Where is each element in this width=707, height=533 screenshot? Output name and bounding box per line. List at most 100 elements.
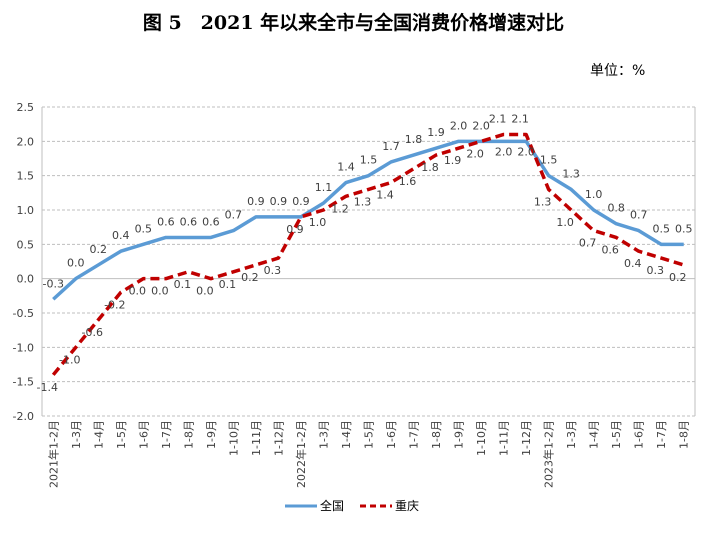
data-label-national: 1.5: [540, 154, 558, 167]
x-tick-label: 1-12月: [520, 420, 533, 456]
x-tick-label: 1-5月: [115, 420, 128, 449]
data-label-national: 0.6: [157, 215, 175, 228]
x-tick-label: 1-10月: [475, 420, 488, 456]
data-label-national: 0.6: [202, 215, 220, 228]
data-label-chongqing: 0.9: [286, 223, 304, 236]
x-tick-label: 1-11月: [498, 420, 511, 456]
data-label-chongqing: 0.0: [129, 285, 147, 298]
data-label-national: 0.9: [292, 195, 310, 208]
x-tick-label: 1-6月: [137, 420, 150, 449]
data-label-chongqing: 1.3: [354, 195, 372, 208]
y-tick-label: 2.5: [17, 101, 35, 114]
data-label-national: 0.7: [630, 209, 648, 222]
y-tick-label: -1.5: [13, 376, 34, 389]
data-label-chongqing: 1.0: [556, 216, 574, 229]
data-label-chongqing: 1.4: [376, 189, 394, 202]
x-tick-label: 1-6月: [385, 420, 398, 449]
x-tick-label: 1-4月: [588, 420, 601, 449]
y-tick-label: 0.5: [17, 238, 35, 251]
data-label-national: -0.3: [43, 277, 64, 290]
x-tick-label: 1-11月: [250, 420, 263, 456]
legend-label: 重庆: [395, 499, 419, 513]
data-label-chongqing: 1.2: [331, 202, 349, 215]
data-label-chongqing: -0.2: [104, 298, 125, 311]
data-label-national: 0.5: [135, 222, 153, 235]
x-tick-label: 1-8月: [430, 420, 443, 449]
data-label-chongqing: 0.1: [219, 278, 237, 291]
y-tick-label: 1.0: [17, 204, 35, 217]
x-tick-label: 1-8月: [182, 420, 195, 449]
data-label-national: 1.7: [382, 140, 400, 153]
data-label-national: 1.8: [405, 133, 423, 146]
data-label-chongqing: -0.6: [82, 326, 103, 339]
data-label-national: 0.8: [607, 202, 625, 215]
data-label-chongqing: 0.2: [669, 271, 687, 284]
data-label-chongqing: 1.8: [421, 161, 439, 174]
data-label-national: 1.0: [585, 188, 603, 201]
data-label-chongqing: 2.0: [466, 147, 484, 160]
series-line-national: [52, 139, 684, 301]
y-tick-label: 1.5: [17, 170, 35, 183]
data-label-chongqing: 0.7: [579, 237, 597, 250]
x-tick-label: 1-4月: [92, 420, 105, 449]
y-tick-label: -1.0: [13, 341, 34, 354]
data-label-national: 0.0: [67, 257, 85, 270]
data-label-chongqing: 0.3: [264, 264, 282, 277]
x-tick-label: 1-12月: [272, 420, 285, 456]
y-tick-label: -2.0: [13, 410, 34, 423]
data-label-national: 0.4: [112, 229, 130, 242]
data-label-chongqing: -1.4: [37, 381, 58, 394]
x-tick-label: 1-7月: [160, 420, 173, 449]
data-label-national: 1.3: [562, 167, 580, 180]
data-label-chongqing: 2.1: [489, 112, 507, 125]
data-label-national: 0.7: [225, 209, 243, 222]
legend-label: 全国: [320, 498, 344, 513]
y-tick-label: 2.0: [17, 135, 35, 148]
data-label-national: 2.0: [472, 119, 490, 132]
y-tick-label: 0.0: [17, 273, 35, 286]
data-label-chongqing: 1.9: [444, 154, 462, 167]
x-tick-label: 1-3月: [317, 420, 330, 449]
data-label-chongqing: 0.2: [241, 271, 259, 284]
x-tick-label: 1-7月: [408, 420, 421, 449]
x-tick-label: 1-3月: [565, 420, 578, 449]
data-label-national: 1.9: [427, 126, 445, 139]
series-line-chongqing: [51, 132, 685, 376]
chart-title: 图 5 2021 年以来全市与全国消费价格增速对比: [142, 12, 565, 34]
x-tick-label: 1-5月: [610, 420, 623, 449]
data-label-chongqing: 1.3: [534, 195, 552, 208]
y-tick-label: -0.5: [13, 307, 34, 320]
data-label-chongqing: 0.0: [196, 285, 214, 298]
data-label-chongqing: 0.6: [601, 243, 619, 256]
data-label-national: 0.9: [270, 195, 288, 208]
unit-label: 单位：%: [590, 63, 646, 79]
data-label-chongqing: 0.4: [624, 257, 642, 270]
x-tick-label: 2023年1-2月: [542, 420, 556, 488]
data-label-chongqing: 1.6: [399, 175, 417, 188]
x-tick-label: 2021年1-2月: [46, 420, 60, 488]
data-label-national: 1.5: [360, 154, 378, 167]
data-label-national: 2.0: [495, 145, 513, 158]
x-tick-label: 1-7月: [655, 420, 668, 449]
data-label-national: 0.6: [180, 215, 198, 228]
data-label-national: 0.5: [652, 222, 670, 235]
x-tick-label: 1-10月: [227, 420, 240, 456]
data-label-national: 2.0: [450, 119, 468, 132]
x-tick-label: 2022年1-2月: [294, 420, 308, 488]
x-tick-label: 1-6月: [633, 420, 646, 449]
x-tick-label: 1-9月: [453, 420, 466, 449]
data-label-chongqing: 0.1: [174, 278, 192, 291]
x-tick-label: 1-3月: [70, 420, 83, 449]
data-label-national: 0.5: [675, 222, 693, 235]
data-label-chongqing: 0.3: [646, 264, 664, 277]
data-label-national: 0.9: [247, 195, 265, 208]
x-tick-label: 1-4月: [340, 420, 353, 449]
x-tick-label: 1-8月: [678, 420, 691, 449]
data-label-chongqing: 1.0: [309, 216, 327, 229]
data-label-national: 0.2: [90, 243, 108, 256]
x-tick-label: 1-9月: [205, 420, 218, 449]
data-label-national: 1.1: [315, 181, 333, 194]
data-label-chongqing: -1.0: [59, 353, 80, 366]
x-tick-label: 1-5月: [363, 420, 376, 449]
